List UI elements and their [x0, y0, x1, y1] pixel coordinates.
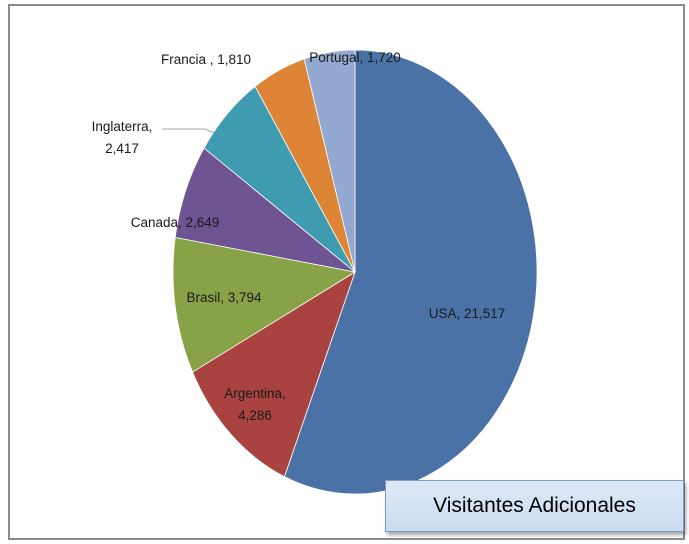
slice-label-inglaterra: Inglaterra, 2,417	[92, 119, 153, 156]
slice-label-canada: Canada, 2,649	[131, 215, 220, 230]
chart-caption: Visitantes Adicionales	[385, 480, 684, 532]
slice-label-francia: Francia , 1,810	[161, 52, 251, 67]
leader-line-inglaterra	[162, 129, 214, 133]
slice-label-brasil: Brasil, 3,794	[186, 290, 262, 305]
pie-slices	[173, 50, 537, 494]
leader-lines	[162, 129, 214, 133]
slice-label-usa: USA, 21,517	[429, 306, 506, 321]
slice-label-portugal: Portugal, 1,720	[309, 50, 401, 65]
